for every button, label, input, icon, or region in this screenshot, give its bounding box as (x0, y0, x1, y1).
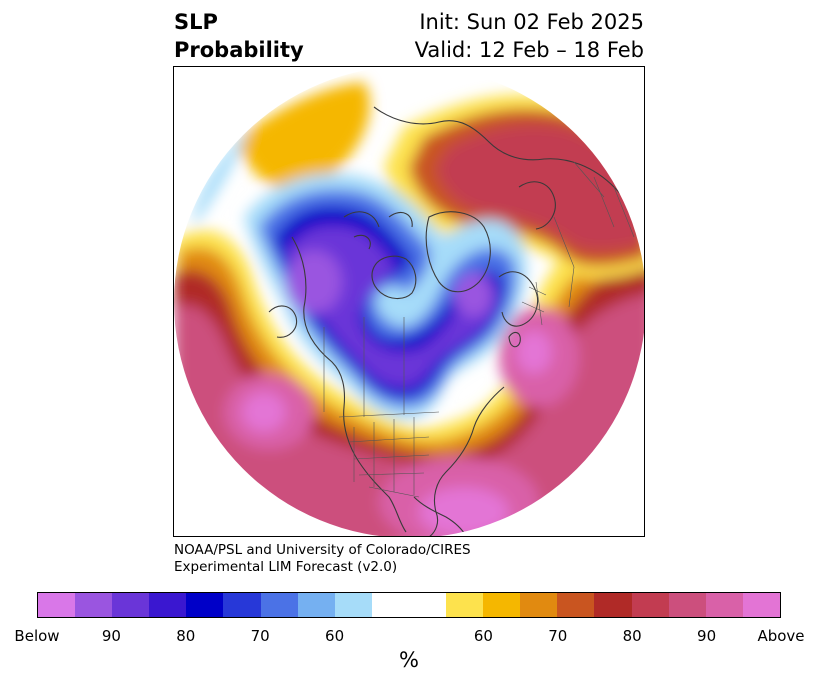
colorbar-label: % (399, 648, 419, 672)
title-right: Init: Sun 02 Feb 2025 Valid: 12 Feb – 18… (415, 8, 644, 64)
colorbar-below-segment (334, 593, 372, 617)
colorbar-tick-label: 90 (697, 627, 717, 645)
coastline-north-america-east (428, 386, 505, 536)
colorbar-neutral-segment (371, 593, 447, 617)
colorbar (37, 592, 781, 618)
below-max-west (286, 250, 342, 314)
title-left: SLP Probability (174, 8, 304, 64)
state-borders-grid (348, 417, 430, 495)
colorbar-below-segment (149, 593, 187, 617)
credit-line-1: NOAA/PSL and University of Colorado/CIRE… (174, 542, 471, 558)
below-region-band-4 (286, 225, 495, 388)
above-max-pacific-core (242, 392, 286, 432)
colorbar-below-segment (112, 593, 150, 617)
colorbar-tick-label: Below (14, 627, 60, 645)
above-max-atlantic-core (516, 330, 552, 374)
colorbar-tick-label: Above (757, 627, 805, 645)
colorbar-above-segment (742, 593, 780, 617)
colorbar-above-segment (520, 593, 558, 617)
colorbar-below-segment (297, 593, 335, 617)
colorbar-below-segment (38, 593, 76, 617)
geography-lines (268, 106, 643, 536)
border-asia (573, 161, 635, 238)
coastline-british-isles (508, 331, 521, 348)
title-variable: SLP (174, 10, 218, 34)
colorbar-below-segment (223, 593, 261, 617)
colorbar-below-segment (186, 593, 224, 617)
colorbar-above-segment (446, 593, 484, 617)
valid-range: Valid: 12 Feb – 18 Feb (414, 38, 644, 62)
colorbar-tick-label: 70 (548, 627, 568, 645)
coastline-hudson-bay (371, 255, 417, 300)
colorbar-below-segment (75, 593, 113, 617)
above-max-southeast-core (419, 487, 509, 536)
probability-field (174, 67, 644, 536)
credit: NOAA/PSL and University of Colorado/CIRE… (174, 542, 471, 576)
credit-line-2: Experimental LIM Forecast (v2.0) (174, 559, 398, 575)
below-max-east (454, 273, 494, 317)
coastline-greenland (425, 211, 491, 293)
above-region-band-4 (174, 292, 644, 536)
colorbar-above-segment (594, 593, 632, 617)
colorbar-tick-label: 70 (250, 627, 270, 645)
colorbar-above-segment (705, 593, 743, 617)
border-russia-west (553, 216, 575, 308)
title-quantity: Probability (174, 38, 304, 62)
coastline-eurasia (373, 106, 643, 238)
coastline-arctic-islands (343, 211, 413, 250)
border-canada-provinces (323, 317, 405, 417)
border-europe (521, 281, 547, 326)
coastline-alaska (268, 305, 298, 338)
colorbar-above-segment (668, 593, 706, 617)
border-us-canada (338, 411, 440, 418)
above-region-eurasia-3 (436, 124, 642, 252)
colorbar-tick-label: 60 (325, 627, 345, 645)
political-borders (323, 161, 635, 498)
colorbar-above-segment (557, 593, 595, 617)
above-region-arctic (234, 82, 370, 189)
coastline-north-america-west (291, 236, 407, 533)
coastline-scandinavia (518, 181, 556, 230)
colorbar-above-segment (483, 593, 521, 617)
init-date: Init: Sun 02 Feb 2025 (419, 10, 644, 34)
coastline-europe (498, 271, 539, 327)
colorbar-tick-label: 90 (101, 627, 121, 645)
colorbar-below-segment (260, 593, 298, 617)
colorbar-tick-label: 80 (622, 627, 642, 645)
coastline-central-america (413, 496, 467, 536)
colorbar-tick-label: 80 (176, 627, 196, 645)
below-arctic-sliver (194, 127, 249, 227)
probability-map (173, 66, 645, 537)
colorbar-above-segment (631, 593, 669, 617)
colorbar-tick-label: 60 (473, 627, 493, 645)
